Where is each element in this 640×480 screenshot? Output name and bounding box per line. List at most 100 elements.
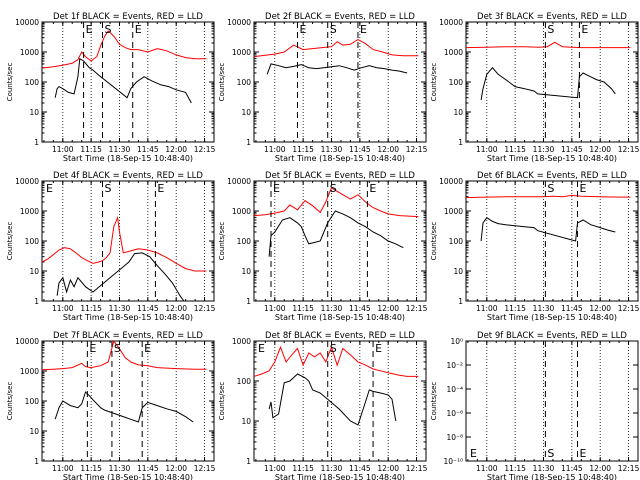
- x-tick-label: 11:45: [349, 145, 371, 154]
- interval-marker-label: E: [360, 23, 367, 36]
- plot-frame: [41, 21, 215, 143]
- y-axis-title: Counts/sec: [430, 382, 438, 421]
- x-tick-label: 11:15: [504, 145, 526, 154]
- x-tick-label: 12:00: [165, 304, 187, 313]
- events-series-line: [56, 252, 185, 302]
- x-tick-label: 11:45: [561, 145, 583, 154]
- x-tick-label: 11:45: [137, 464, 159, 473]
- x-tick-label: 11:30: [321, 145, 343, 154]
- x-axis-title: Start Time (18-Sep-15 10:48:40): [63, 154, 193, 163]
- y-tick-label: 1: [34, 138, 39, 147]
- y-tick-label: 1: [458, 297, 463, 306]
- x-tick-label: 11:30: [533, 145, 555, 154]
- x-tick-label: 12:00: [377, 304, 399, 313]
- y-axis-title: Counts/sec: [218, 382, 226, 421]
- interval-marker-label: E: [144, 342, 151, 355]
- plot-frame: [465, 180, 639, 302]
- interval-marker-label: E: [273, 182, 280, 195]
- interval-marker-label: S: [330, 23, 337, 36]
- x-axis-title: Start Time (18-Sep-15 10:48:40): [487, 154, 617, 163]
- x-tick-label: 12:15: [194, 145, 216, 154]
- x-tick-label: 11:15: [292, 145, 314, 154]
- panel-title: Det 8f BLACK = Events, RED = LLD: [265, 331, 415, 341]
- plot-frame: [41, 180, 215, 302]
- y-tick-label: 10⁰: [450, 337, 463, 346]
- y-tick-label: 100: [237, 377, 252, 386]
- x-tick-label: 12:00: [589, 464, 611, 473]
- x-tick-label: 12:15: [406, 145, 428, 154]
- y-tick-label: 1000: [444, 207, 463, 216]
- lld-series-line: [253, 186, 419, 218]
- x-tick-label: 12:15: [618, 464, 640, 473]
- x-axis-title: Start Time (18-Sep-15 10:48:40): [63, 473, 193, 480]
- interval-marker-label: E: [299, 23, 306, 36]
- x-tick-label: 12:15: [618, 145, 640, 154]
- interval-marker-label: S: [104, 23, 111, 36]
- lld-series-line: [465, 194, 631, 199]
- panel-title: Det 1f BLACK = Events, RED = LLD: [53, 12, 203, 22]
- x-tick-label: 11:00: [476, 145, 498, 154]
- y-tick-label: 10: [241, 267, 251, 276]
- y-tick-label: 10: [241, 417, 251, 426]
- y-tick-label: 100: [449, 78, 464, 87]
- x-tick-label: 11:15: [80, 304, 102, 313]
- interval-marker-label: E: [470, 447, 477, 460]
- y-tick-label: 10000: [15, 337, 39, 346]
- y-tick-label: 10000: [227, 18, 251, 27]
- x-tick-label: 11:15: [80, 464, 102, 473]
- y-tick-label: 1: [458, 138, 463, 147]
- panel-title: Det 3f BLACK = Events, RED = LLD: [477, 12, 627, 22]
- x-tick-label: 11:45: [561, 464, 583, 473]
- y-tick-label: 100: [449, 237, 464, 246]
- panel-3: Det 3f BLACK = Events, RED = LLD 11:00 11:…: [430, 12, 640, 163]
- x-tick-label: 12:00: [377, 145, 399, 154]
- panel-5: Det 5f BLACK = Events, RED = LLD 11:00 11:…: [218, 171, 428, 322]
- y-tick-label: 10000: [439, 18, 463, 27]
- y-axis-title: Counts/sec: [218, 222, 226, 261]
- y-tick-label: 10000: [15, 18, 39, 27]
- x-tick-label: 11:45: [137, 145, 159, 154]
- x-tick-label: 11:45: [349, 464, 371, 473]
- y-tick-label: 10: [453, 108, 463, 117]
- panel-8: Det 8f BLACK = Events, RED = LLD 11:00 11:…: [218, 331, 428, 480]
- x-tick-label: 11:00: [264, 145, 286, 154]
- plot-frame: [465, 340, 639, 462]
- y-tick-label: 10⁻⁸: [446, 433, 463, 442]
- x-tick-label: 12:15: [194, 464, 216, 473]
- interval-marker-label: E: [581, 23, 588, 36]
- panel-title: Det 2f BLACK = Events, RED = LLD: [265, 12, 415, 22]
- x-tick-label: 11:15: [80, 145, 102, 154]
- y-tick-label: 10000: [227, 177, 251, 186]
- plot-frame: [253, 180, 427, 302]
- y-tick-label: 1: [246, 457, 251, 466]
- x-tick-label: 11:00: [476, 464, 498, 473]
- y-tick-label: 100: [25, 397, 40, 406]
- y-axis-title: Counts/sec: [6, 382, 14, 421]
- y-tick-label: 1000: [20, 48, 39, 57]
- y-tick-label: 10⁻²: [446, 361, 463, 370]
- y-tick-label: 1000: [232, 48, 251, 57]
- x-tick-label: 11:30: [109, 464, 131, 473]
- x-tick-label: 12:00: [589, 304, 611, 313]
- interval-marker-label: E: [157, 182, 164, 195]
- x-tick-label: 11:30: [321, 464, 343, 473]
- x-tick-label: 11:45: [561, 304, 583, 313]
- x-axis-title: Start Time (18-Sep-15 10:48:40): [275, 154, 405, 163]
- y-axis-title: Counts/sec: [218, 63, 226, 102]
- x-tick-label: 12:15: [406, 304, 428, 313]
- y-axis-title: Counts/sec: [6, 63, 14, 102]
- panel-title: Det 4f BLACK = Events, RED = LLD: [53, 171, 203, 181]
- y-axis-title: Counts/sec: [6, 222, 14, 261]
- interval-marker-label: S: [330, 182, 337, 195]
- x-tick-label: 11:00: [52, 304, 74, 313]
- events-series-line: [480, 217, 616, 242]
- x-axis-title: Start Time (18-Sep-15 10:48:40): [275, 473, 405, 480]
- interval-marker-label: S: [104, 182, 111, 195]
- x-tick-label: 12:15: [618, 304, 640, 313]
- x-tick-label: 11:30: [533, 304, 555, 313]
- x-axis-title: Start Time (18-Sep-15 10:48:40): [275, 313, 405, 322]
- panel-6: Det 6f BLACK = Events, RED = LLD 11:00 11:…: [430, 171, 640, 322]
- panel-9: Det 9f BLACK = Events, RED = LLD 11:00 11:…: [430, 331, 640, 480]
- y-tick-label: 10: [453, 267, 463, 276]
